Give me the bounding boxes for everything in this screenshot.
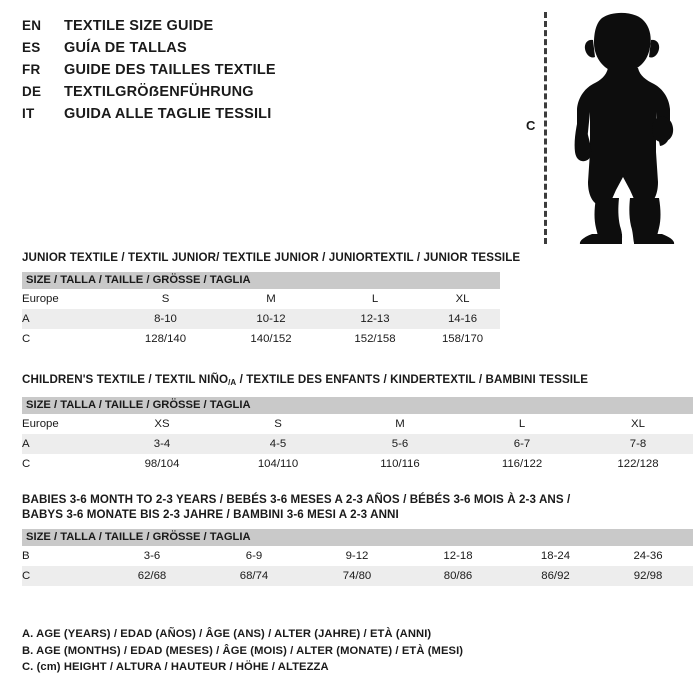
cell: M [395,417,405,430]
cell: 98/104 [144,457,180,470]
height-measure-diagram: C [512,8,692,248]
table-row: Europe XS S M L XL [22,414,693,434]
cell: 4-5 [217,434,339,454]
cell: 8-10 [114,309,217,329]
cell: S [274,417,282,430]
section-junior: JUNIOR TEXTILE / TEXTIL JUNIOR/ TEXTILE … [22,250,521,349]
language-row-it: IT GUIDA ALLE TAGLIE TESSILI [22,106,482,128]
section-title-children-sub: /A [228,378,237,387]
cell: L [371,292,379,305]
table-row: C 62/68 68/74 74/80 80/86 86/92 92/98 [22,566,694,586]
section-title-babies-line2: BABYS 3-6 MONATE BIS 2-3 JAHRE / BAMBINI… [22,508,399,521]
table-row: A 8-10 10-12 12-13 14-16 [22,309,501,329]
language-code: IT [22,106,35,121]
language-title: GUÍA DE TALLAS [64,40,187,56]
cell: 3-4 [107,434,217,454]
babies-size-table: SIZE / TALLA / TAILLE / GRÖSSE / TAGLIA … [22,529,694,586]
cell: 7-8 [583,434,694,454]
cell: 12-13 [325,309,425,329]
cell: XL [631,417,645,430]
cell: 74/80 [306,566,408,586]
measurement-legend: A. AGE (YEARS) / EDAD (AÑOS) / ÂGE (ANS)… [22,626,463,676]
cell: 128/140 [144,332,187,345]
row-label: Europe [22,417,59,430]
cell: 80/86 [408,566,508,586]
language-title: TEXTILE SIZE GUIDE [64,18,214,34]
height-dashed-line [544,12,547,244]
section-title-junior: JUNIOR TEXTILE / TEXTIL JUNIOR/ TEXTILE … [22,251,521,264]
table-bar-row: SIZE / TALLA / TAILLE / GRÖSSE / TAGLIA [22,529,694,546]
toddler-silhouette-icon [564,12,684,244]
language-row-fr: FR GUIDE DES TAILLES TEXTILE [22,62,482,84]
section-title-children: CHILDREN'S TEXTILE / TEXTIL NIÑO/A / TEX… [22,372,693,390]
size-bar-label: SIZE / TALLA / TAILLE / GRÖSSE / TAGLIA [22,272,501,289]
cell: 14-16 [425,309,501,329]
children-size-table: SIZE / TALLA / TAILLE / GRÖSSE / TAGLIA … [22,397,694,474]
cell: 62/68 [102,566,202,586]
cell: 86/92 [508,566,603,586]
row-label: C [22,457,31,470]
cell: M [266,292,276,305]
language-title: TEXTILGRÖẞENFÜHRUNG [64,84,254,100]
table-row: C 98/104 104/110 110/116 116/122 122/128 [22,454,693,474]
table-row: Europe S M L XL [22,289,500,309]
legend-line-c: C. (cm) HEIGHT / ALTURA / HAUTEUR / HÖHE… [22,661,329,673]
language-code: EN [22,18,42,33]
row-label: A [22,309,114,329]
row-label: C [22,332,31,345]
table-row: B 3-6 6-9 9-12 12-18 18-24 24-36 [22,546,693,566]
language-row-de: DE TEXTILGRÖẞENFÜHRUNG [22,84,482,106]
cell: XL [455,292,470,305]
size-bar-label: SIZE / TALLA / TAILLE / GRÖSSE / TAGLIA [22,397,694,414]
junior-size-table: SIZE / TALLA / TAILLE / GRÖSSE / TAGLIA … [22,272,501,349]
cell: 18-24 [540,549,571,562]
language-code: FR [22,62,41,77]
cell: 152/158 [354,332,396,345]
row-label: A [22,434,107,454]
row-label: C [22,566,102,586]
cell: 68/74 [202,566,306,586]
cell: 5-6 [339,434,461,454]
cell: 6-9 [245,549,263,562]
cell: 140/152 [250,332,292,345]
language-title: GUIDE DES TAILLES TEXTILE [64,62,276,78]
cell: 3-6 [143,549,161,562]
height-measure-label: C [526,118,536,133]
language-row-es: ES GUÍA DE TALLAS [22,40,482,62]
cell: 6-7 [461,434,583,454]
section-babies: BABIES 3-6 MONTH TO 2-3 YEARS / BEBÉS 3-… [22,492,694,586]
language-title-list: EN TEXTILE SIZE GUIDE ES GUÍA DE TALLAS … [22,18,482,128]
cell: 24-36 [633,549,663,562]
table-row: C 128/140 140/152 152/158 158/170 [22,329,500,349]
cell: 110/116 [380,457,420,470]
cell: XS [154,417,170,430]
cell: 158/170 [441,332,484,345]
cell: 122/128 [617,457,659,470]
legend-line-a: A. AGE (YEARS) / EDAD (AÑOS) / ÂGE (ANS)… [22,628,432,640]
cell: 104/110 [257,457,299,470]
cell: 10-12 [217,309,325,329]
cell: 92/98 [603,566,694,586]
section-children: CHILDREN'S TEXTILE / TEXTIL NIÑO/A / TEX… [22,372,694,474]
language-code: DE [22,84,42,99]
table-bar-row: SIZE / TALLA / TAILLE / GRÖSSE / TAGLIA [22,272,501,289]
section-title-children-pre: CHILDREN'S TEXTILE / TEXTIL NIÑO [22,373,229,386]
table-row: A 3-4 4-5 5-6 6-7 7-8 [22,434,694,454]
cell: 12-18 [443,549,473,562]
cell: S [161,292,170,305]
table-bar-row: SIZE / TALLA / TAILLE / GRÖSSE / TAGLIA [22,397,694,414]
cell: 116/122 [501,457,543,470]
cell: 9-12 [345,549,369,562]
row-label: Europe [22,292,59,305]
language-title: GUIDA ALLE TAGLIE TESSILI [64,106,272,122]
section-title-babies-line1: BABIES 3-6 MONTH TO 2-3 YEARS / BEBÉS 3-… [22,493,571,506]
size-bar-label: SIZE / TALLA / TAILLE / GRÖSSE / TAGLIA [22,529,694,546]
legend-line-b: B. AGE (MONTHS) / EDAD (MESES) / ÂGE (MO… [22,644,464,657]
section-title-children-post: / TEXTILE DES ENFANTS / KINDERTEXTIL / B… [236,373,589,386]
language-row-en: EN TEXTILE SIZE GUIDE [22,18,482,40]
row-label: B [22,549,30,562]
language-code: ES [22,40,41,55]
cell: L [518,417,526,430]
